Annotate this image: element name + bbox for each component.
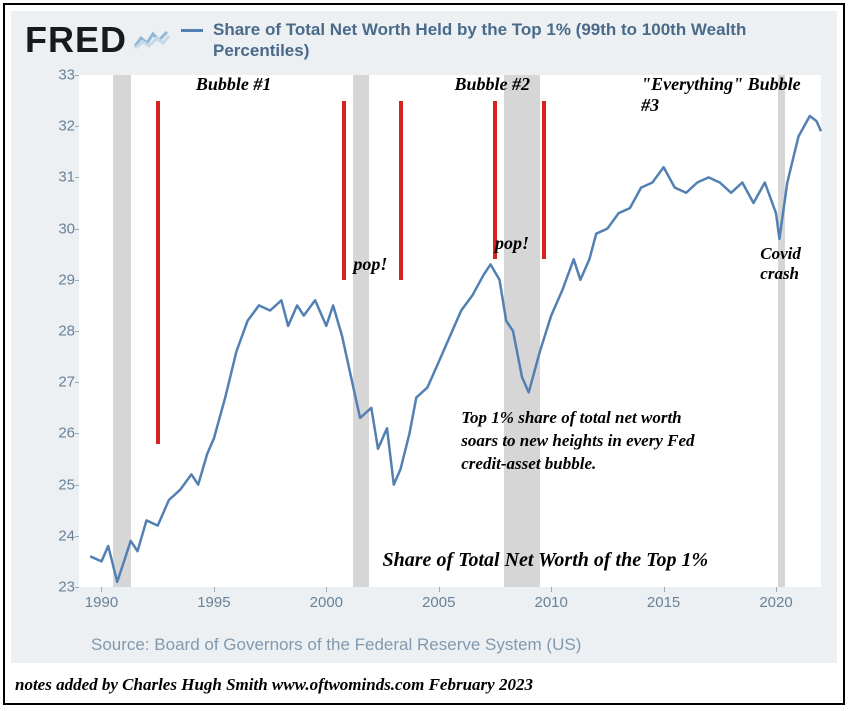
x-tick-mark — [101, 587, 102, 592]
x-tick-label: 1990 — [85, 594, 118, 611]
chart-annotation: Top 1% share of total net worth — [461, 408, 681, 428]
chart-annotation: "Everything" Bubble #3 — [641, 74, 821, 116]
series-line — [79, 75, 821, 587]
y-tick-mark — [75, 587, 79, 588]
bubble-marker — [542, 101, 546, 260]
chart-annotation: credit-asset bubble. — [461, 454, 596, 474]
y-tick-label: 33 — [45, 67, 75, 84]
x-tick-mark — [439, 587, 440, 592]
x-tick-label: 2010 — [534, 594, 567, 611]
chart-background: FRED Share of Total Net Worth Held by th… — [11, 11, 837, 663]
x-tick-mark — [551, 587, 552, 592]
x-tick-mark — [326, 587, 327, 592]
y-tick-label: 25 — [45, 476, 75, 493]
x-tick-mark — [776, 587, 777, 592]
bubble-marker — [399, 101, 403, 280]
chart-header: FRED Share of Total Net Worth Held by th… — [11, 15, 837, 71]
x-tick-label: 2000 — [310, 594, 343, 611]
y-tick-label: 30 — [45, 220, 75, 237]
x-tick-mark — [664, 587, 665, 592]
legend-label: Share of Total Net Worth Held by the Top… — [213, 19, 827, 62]
y-tick-label: 32 — [45, 118, 75, 135]
chart-annotation: soars to new heights in every Fed — [461, 431, 694, 451]
x-tick-label: 1995 — [197, 594, 230, 611]
y-tick-label: 23 — [45, 579, 75, 596]
plot-area: 2324252627282930313233199019952000200520… — [79, 75, 821, 587]
x-tick-label: 2005 — [422, 594, 455, 611]
y-tick-label: 26 — [45, 425, 75, 442]
y-tick-label: 31 — [45, 169, 75, 186]
y-tick-label: 28 — [45, 323, 75, 340]
footer-note: notes added by Charles Hugh Smith www.of… — [15, 675, 533, 695]
y-tick-label: 24 — [45, 527, 75, 544]
plot-wrapper: Percent of Aggregate 2324252627282930313… — [39, 75, 829, 627]
bubble-marker — [342, 101, 346, 280]
x-tick-label: 2015 — [647, 594, 680, 611]
chart-annotation: Bubble #1 — [196, 74, 272, 95]
source-text: Source: Board of Governors of the Federa… — [91, 635, 581, 655]
chart-annotation: Share of Total Net Worth of the Top 1% — [383, 549, 709, 572]
chart-annotation: Bubble #2 — [454, 74, 530, 95]
legend-line-swatch — [181, 29, 203, 32]
logo-text: FRED — [25, 19, 127, 61]
chart-annotation: pop! — [495, 233, 529, 254]
bubble-marker — [156, 101, 160, 444]
x-tick-mark — [214, 587, 215, 592]
chart-container: FRED Share of Total Net Worth Held by th… — [3, 3, 845, 705]
y-tick-label: 27 — [45, 374, 75, 391]
chart-annotation: pop! — [353, 254, 387, 275]
fred-logo: FRED — [25, 19, 171, 61]
x-tick-label: 2020 — [759, 594, 792, 611]
chart-annotation: crash — [760, 264, 799, 284]
y-tick-label: 29 — [45, 271, 75, 288]
chart-annotation: Covid — [760, 244, 801, 264]
logo-squiggle-icon — [133, 19, 171, 61]
